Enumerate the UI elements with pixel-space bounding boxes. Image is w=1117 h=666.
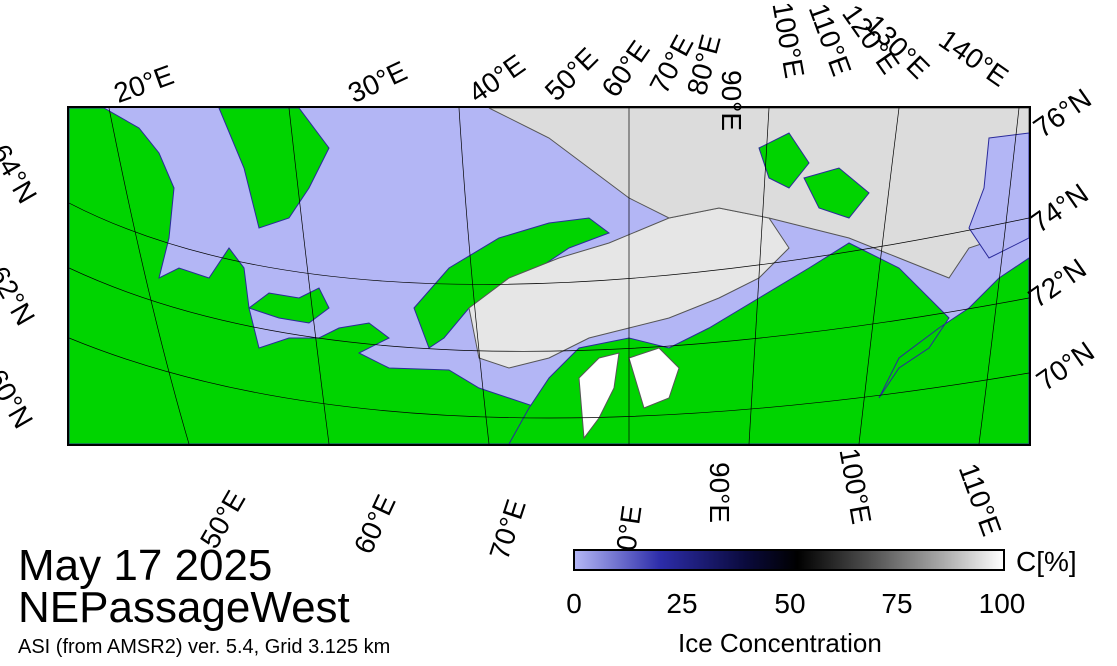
lat-label-right-76n: 76°N bbox=[1027, 82, 1097, 144]
land-siberia bbox=[508, 242, 1029, 444]
colorbar-tick-25: 25 bbox=[666, 588, 698, 619]
lon-label-top-40e: 40°E bbox=[462, 48, 531, 109]
lon-label-top-30e: 30°E bbox=[343, 55, 412, 109]
land-severnaya-zemlya bbox=[758, 132, 810, 189]
graticule bbox=[69, 108, 1029, 444]
colorbar-tick-100: 100 bbox=[978, 588, 1026, 619]
lon-label-top-140e: 140°E bbox=[933, 23, 1014, 93]
land-kola bbox=[218, 108, 330, 229]
colorbar-title: Ice Concentration bbox=[678, 628, 882, 658]
lon-label-top-60e: 60°E bbox=[595, 34, 656, 103]
lat-label-left-62n: 62°N bbox=[0, 261, 42, 331]
map-date: May 17 2025 bbox=[18, 541, 273, 590]
lat-label-left-60n: 60°N bbox=[0, 364, 40, 434]
lon-label-bottom-60e: 60°E bbox=[347, 490, 402, 559]
open-water-laptev bbox=[968, 132, 1029, 259]
map-source-note: ASI (from AMSR2) ver. 5.4, Grid 3.125 km bbox=[18, 636, 391, 658]
lat-label-right-70n: 70°N bbox=[1030, 335, 1100, 397]
lon-label-top-50e: 50°E bbox=[538, 41, 604, 107]
colorbar-tick-75: 75 bbox=[881, 588, 913, 619]
lon-label-bottom-100e: 100°E bbox=[833, 445, 878, 527]
lon-label-bottom-110e: 110°E bbox=[952, 459, 1008, 540]
ice-concentration-colorbar bbox=[573, 549, 1005, 571]
colorbar-tick-0: 0 bbox=[566, 588, 582, 619]
lat-label-right-72n: 72°N bbox=[1022, 252, 1092, 314]
land-white-sea-coast bbox=[247, 287, 330, 324]
land-taymyr-islands bbox=[803, 167, 870, 219]
lon-label-top-20e: 20°E bbox=[109, 58, 178, 109]
colorbar-unit: C[%] bbox=[1016, 546, 1077, 577]
lat-label-left-64n: 64°N bbox=[0, 139, 44, 209]
lon-label-top-90e: 90°E bbox=[716, 70, 747, 132]
map-canvas bbox=[69, 108, 1029, 444]
sea-ice-map bbox=[67, 106, 1031, 446]
land-novaya-zemlya bbox=[413, 217, 611, 349]
map-region-name: NEPassageWest bbox=[18, 583, 350, 632]
lon-label-bottom-70e: 70°E bbox=[483, 495, 532, 564]
colorbar-tick-50: 50 bbox=[774, 588, 806, 619]
ice-yenisei-gulf bbox=[628, 347, 680, 409]
lat-label-right-74n: 74°N bbox=[1024, 177, 1094, 239]
lon-label-top-100e: 100°E bbox=[766, 0, 811, 81]
lon-label-bottom-90e: 90°E bbox=[704, 462, 735, 524]
land-scandinavia bbox=[69, 108, 570, 444]
ice-ob-gulf bbox=[578, 352, 620, 440]
